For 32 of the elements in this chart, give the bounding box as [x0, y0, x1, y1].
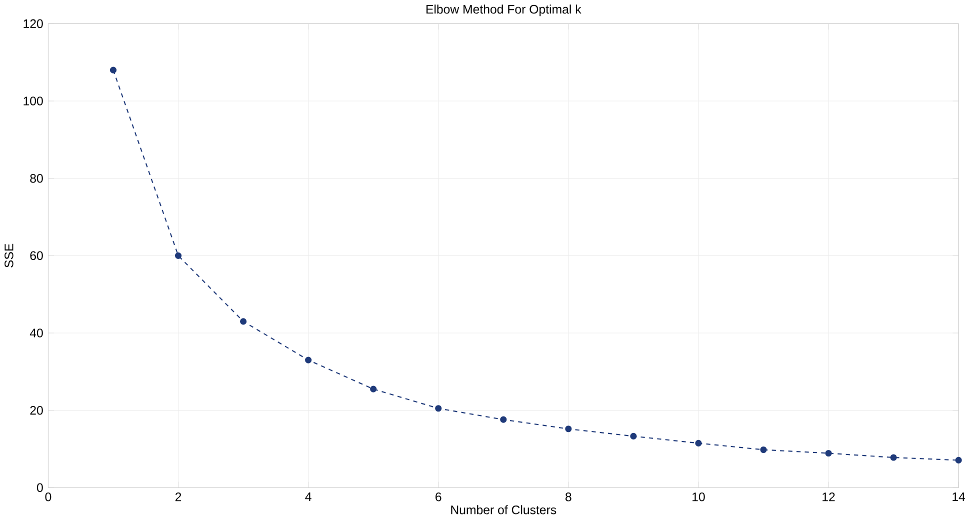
point — [435, 405, 442, 412]
x-tick-label: 12 — [822, 492, 835, 502]
y-tick-label: 100 — [24, 96, 43, 106]
point — [825, 450, 832, 457]
x-tick-label: 14 — [952, 492, 966, 502]
x-tick-label: 8 — [566, 492, 572, 502]
chart-title: Elbow Method For Optimal k — [426, 4, 582, 16]
x-tick-label: 6 — [436, 492, 442, 502]
y-tick-label: 80 — [30, 174, 43, 183]
x-tick-label: 10 — [692, 492, 705, 502]
point — [630, 433, 637, 440]
y-tick-label: 40 — [30, 328, 43, 338]
point — [370, 386, 377, 392]
x-tick-label: 0 — [45, 492, 52, 502]
point — [890, 454, 897, 461]
y-tick-label: 60 — [30, 251, 43, 260]
y-tick-label: 0 — [36, 483, 43, 492]
point — [240, 318, 247, 325]
y-tick-label: 20 — [30, 406, 43, 415]
y-tick-label: 120 — [24, 19, 43, 28]
point — [565, 426, 572, 432]
y-axis-title: SSE — [4, 244, 14, 268]
point — [305, 356, 312, 364]
x-tick-label: 4 — [305, 492, 312, 502]
point — [695, 440, 702, 447]
x-tick-label: 2 — [175, 492, 182, 502]
point — [174, 252, 182, 260]
point — [760, 446, 767, 454]
x-axis-title: Number of Clusters — [451, 505, 556, 514]
point — [955, 456, 962, 464]
point — [110, 66, 117, 74]
point — [500, 416, 507, 423]
